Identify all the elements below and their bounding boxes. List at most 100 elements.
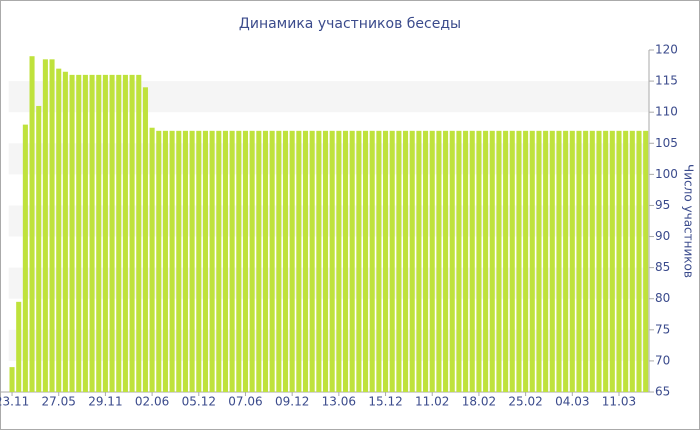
bar (229, 130, 235, 392)
x-tick-label: 07.06 (228, 395, 262, 409)
bar (463, 130, 469, 392)
bar (576, 130, 582, 392)
bar (356, 130, 362, 392)
bar (369, 130, 375, 392)
bar (149, 127, 155, 393)
x-tick-label: 02.06 (135, 395, 169, 409)
bar (523, 130, 529, 392)
bar (262, 130, 269, 392)
bar (122, 74, 128, 392)
y-tick-label: 95 (655, 198, 670, 212)
bar (556, 130, 562, 392)
bar (69, 74, 75, 392)
bar (236, 130, 242, 392)
bar (276, 130, 282, 392)
bar (56, 68, 62, 393)
bar (89, 74, 95, 392)
bar (416, 130, 422, 392)
bar (629, 130, 635, 392)
bar (36, 105, 42, 393)
y-tick-label: 70 (655, 353, 670, 367)
x-tick-label: 11.02 (415, 395, 449, 409)
bar (456, 130, 462, 392)
x-tick-label: 29.11 (88, 395, 122, 409)
x-tick-label: 15.12 (368, 395, 402, 409)
bar (109, 74, 115, 392)
y-tick-label: 115 (655, 74, 678, 88)
bar (536, 130, 542, 392)
bar (62, 71, 68, 392)
bar (383, 130, 389, 392)
bar (136, 74, 142, 392)
bar (282, 130, 289, 392)
bar (22, 124, 28, 393)
bar (316, 130, 322, 392)
bar (489, 130, 495, 392)
bar (589, 130, 595, 392)
bar (636, 130, 642, 392)
bar (196, 130, 202, 392)
y-axis-title: Число участников (682, 164, 696, 278)
band (8, 205, 649, 237)
bar (116, 74, 122, 392)
bar (9, 367, 15, 392)
bar (322, 130, 329, 392)
x-tick-label: 25.02 (508, 395, 542, 409)
bar (169, 130, 175, 392)
x-tick-label: 23.11 (0, 395, 29, 409)
bar (222, 130, 229, 392)
bar (49, 59, 55, 393)
bar (616, 130, 622, 392)
bar (569, 130, 575, 392)
y-tick-label: 120 (655, 43, 678, 57)
y-tick-label: 75 (655, 322, 670, 336)
bar (256, 130, 262, 392)
bar (563, 130, 569, 392)
bar (16, 301, 22, 392)
bar (309, 130, 315, 392)
bar (302, 130, 309, 392)
y-tick-label: 105 (655, 136, 678, 150)
bar (189, 130, 195, 392)
bar (142, 87, 148, 393)
bar (42, 59, 48, 393)
bar (362, 130, 369, 392)
x-tick-label: 18.02 (462, 395, 496, 409)
bar (389, 130, 395, 392)
x-tick-label: 09.12 (275, 395, 309, 409)
bar (242, 130, 249, 392)
y-tick-label: 80 (655, 291, 670, 305)
bar (449, 130, 455, 392)
x-tick-label: 11.03 (602, 395, 636, 409)
bar (342, 130, 349, 392)
bar (596, 130, 602, 392)
bar (296, 130, 302, 392)
y-tick-label: 90 (655, 229, 670, 243)
band (8, 143, 649, 175)
chart-title: Динамика участников беседы (239, 16, 461, 32)
bar (529, 130, 535, 392)
bar (423, 130, 429, 392)
bar (29, 56, 35, 393)
bar (543, 130, 549, 392)
bar (82, 74, 88, 392)
bar (102, 74, 108, 392)
bar (516, 130, 522, 392)
bar (549, 130, 555, 392)
bar (269, 130, 275, 392)
x-tick-label: 04.03 (555, 395, 589, 409)
bar (249, 130, 255, 392)
bar (289, 130, 295, 392)
x-tick-label: 13.06 (322, 395, 356, 409)
bar (403, 130, 409, 392)
bar (202, 130, 208, 392)
x-tick-label: 27.05 (42, 395, 76, 409)
bar (429, 130, 435, 392)
bar (603, 130, 609, 392)
y-tick-label: 85 (655, 260, 670, 274)
plot-background (8, 81, 649, 361)
bar (643, 130, 649, 392)
bar (496, 130, 502, 392)
bar (96, 74, 102, 392)
